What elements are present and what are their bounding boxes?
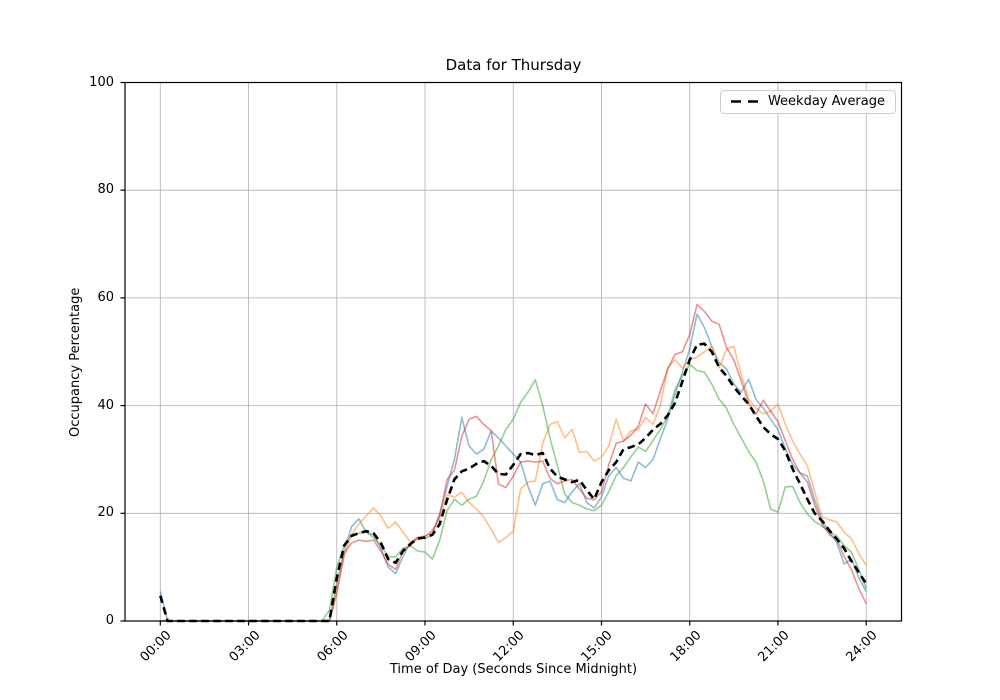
y-tick-label-0: 0 [105, 613, 114, 628]
y-tick-label-80: 80 [97, 182, 114, 198]
y-tick-label-60: 60 [97, 289, 114, 305]
chart-title: Data for Thursday [445, 56, 582, 74]
x-axis-label: Time of Day (Seconds Since Midnight) [389, 662, 638, 677]
y-tick-label-20: 20 [97, 505, 114, 521]
legend: Weekday Average [719, 90, 896, 114]
legend-line-icon [730, 100, 759, 103]
y-tick-label-100: 100 [89, 74, 114, 90]
y-tick-label-40: 40 [97, 397, 114, 413]
y-axis-label: Occupancy Percentage [68, 287, 83, 437]
legend-dashed-line-sample [730, 98, 760, 105]
legend-label: Weekday Average [767, 94, 885, 109]
